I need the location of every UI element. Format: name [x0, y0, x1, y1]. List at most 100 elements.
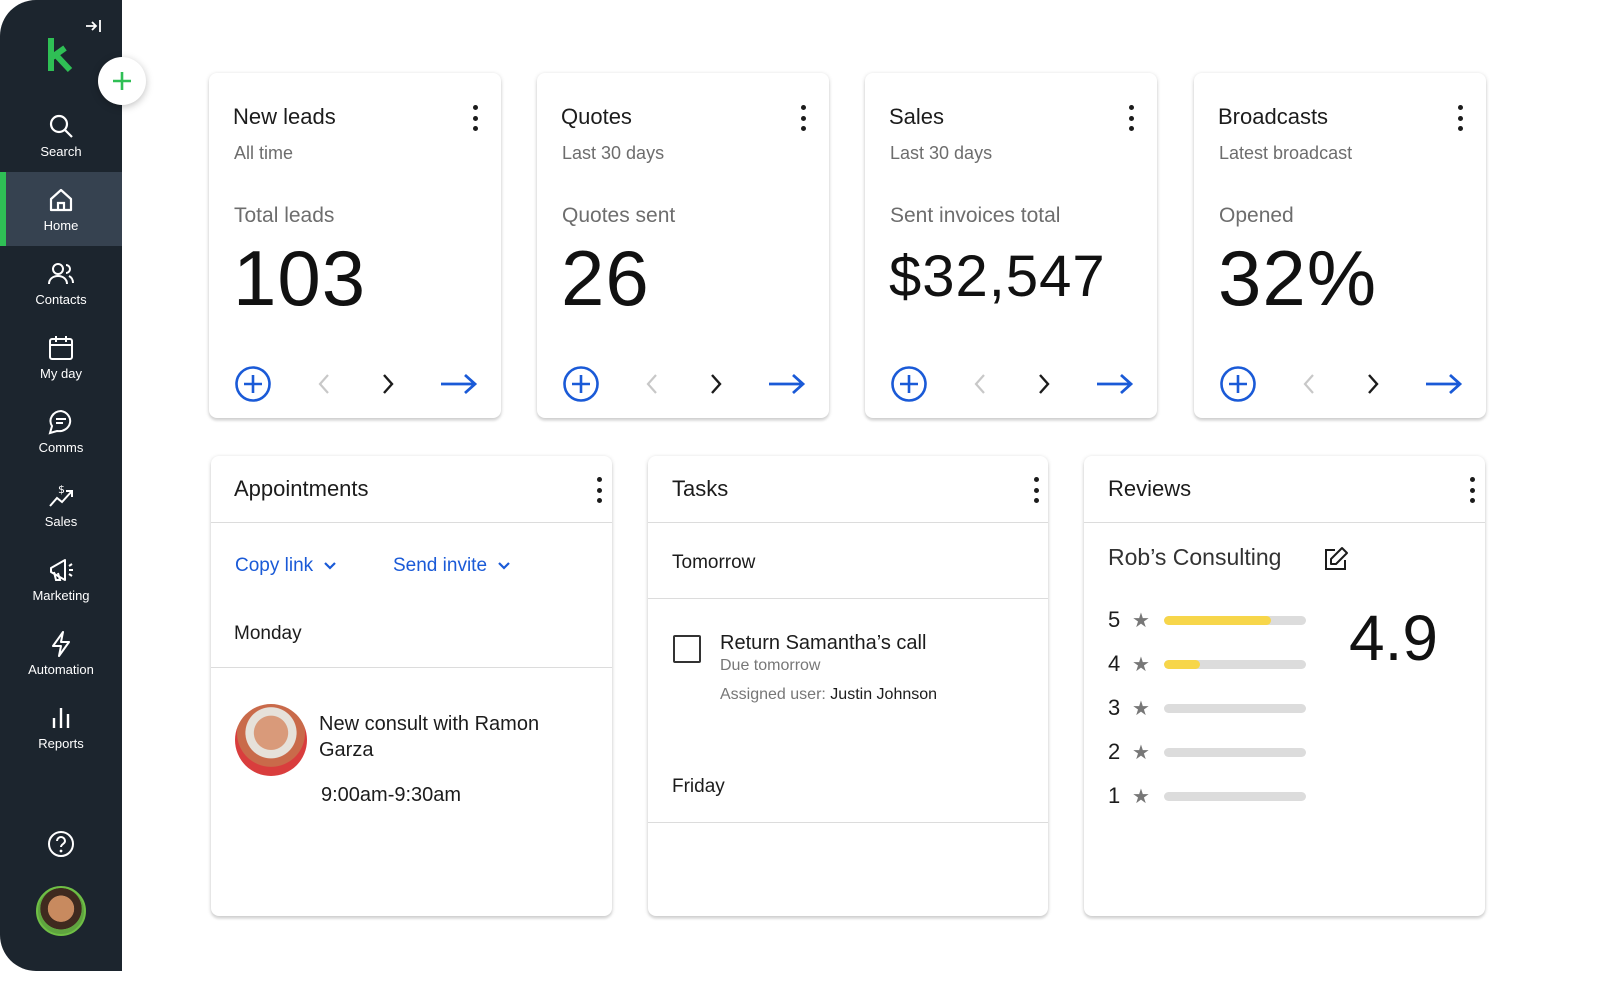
card-title: New leads [233, 104, 336, 129]
business-name: Rob’s Consulting [1108, 544, 1282, 570]
chevron-left-icon [646, 374, 657, 394]
broadcasts-card: Broadcasts Latest broadcast Opened 32% [1194, 73, 1486, 418]
plus-circle-icon [891, 366, 927, 402]
plus-icon [113, 72, 131, 90]
lightning-icon [52, 630, 70, 657]
task-due: Due tomorrow [720, 657, 821, 674]
more-menu-icon[interactable] [1032, 477, 1040, 503]
nav-label: Automation [28, 661, 94, 677]
rating-row: 5 ★ [1108, 607, 1306, 632]
nav-search[interactable]: Search [0, 98, 122, 172]
chevron-left-icon [974, 374, 985, 394]
copy-link-button[interactable]: Copy link [235, 555, 337, 577]
nav-label: Marketing [32, 587, 90, 603]
more-menu-icon[interactable] [471, 105, 479, 131]
quotes-card: Quotes Last 30 days Quotes sent 26 [537, 73, 829, 418]
metric-label: Opened [1219, 204, 1294, 227]
next-button[interactable] [696, 364, 736, 404]
arrow-right-icon [1097, 373, 1134, 395]
go-to-button[interactable] [438, 364, 480, 404]
task-checkbox[interactable] [673, 635, 701, 663]
next-button[interactable] [1353, 364, 1393, 404]
more-menu-icon[interactable] [1127, 105, 1135, 131]
metric-value: 26 [561, 234, 650, 322]
nav-marketing[interactable]: Marketing [0, 542, 122, 616]
brand-logo [48, 38, 73, 73]
appointment-title[interactable]: New consult with Ramon Garza [319, 713, 540, 761]
star-icon: ★ [1132, 697, 1150, 720]
collapse-sidebar-icon[interactable] [84, 16, 104, 36]
go-to-button[interactable] [766, 364, 808, 404]
chevron-down-icon [324, 562, 336, 570]
contacts-icon [48, 262, 74, 284]
divider [648, 522, 1048, 523]
go-to-button[interactable] [1423, 364, 1465, 404]
previous-button[interactable] [1289, 364, 1329, 404]
rating-row: 1 ★ [1108, 783, 1306, 808]
plus-circle-icon [563, 366, 599, 402]
arrow-right-icon [769, 373, 806, 395]
rating-bar-fill [1164, 659, 1200, 669]
assignee-name: Justin Johnson [830, 686, 938, 703]
add-button[interactable] [889, 364, 929, 404]
nav-reports[interactable]: Reports [0, 690, 122, 764]
assignee-prefix: Assigned user: [720, 686, 826, 703]
previous-button[interactable] [632, 364, 672, 404]
card-title: Appointments [234, 476, 369, 501]
send-invite-label: Send invite [393, 555, 488, 576]
metric-label: Total leads [234, 204, 335, 227]
send-invite-button[interactable]: Send invite [393, 555, 511, 577]
chevron-left-icon [318, 374, 329, 394]
rating-row: 3 ★ [1108, 695, 1306, 720]
previous-button[interactable] [304, 364, 344, 404]
nav-contacts[interactable]: Contacts [0, 246, 122, 320]
more-menu-icon[interactable] [799, 105, 807, 131]
divider [1084, 522, 1485, 523]
nav-label: Search [40, 143, 82, 159]
day-label: Monday [234, 623, 302, 644]
metric-value: 32% [1218, 234, 1378, 322]
add-button[interactable] [561, 364, 601, 404]
divider [648, 822, 1048, 823]
rating-bar-fill [1164, 615, 1271, 625]
rating-row: 4 ★ [1108, 651, 1306, 676]
divider [211, 667, 612, 668]
nav-comms[interactable]: Comms [0, 394, 122, 468]
rating-bar [1164, 615, 1306, 625]
add-button[interactable] [1218, 364, 1258, 404]
nav-automation[interactable]: Automation [0, 616, 122, 690]
card-title: Quotes [561, 104, 632, 129]
new-leads-card: New leads All time Total leads 103 [209, 73, 501, 418]
add-button[interactable] [233, 364, 273, 404]
card-subtitle: Last 30 days [562, 143, 665, 163]
user-avatar[interactable] [36, 886, 86, 936]
next-button[interactable] [1024, 364, 1064, 404]
nav-home[interactable]: Home [0, 172, 122, 246]
edit-icon[interactable] [1322, 545, 1350, 573]
more-menu-icon[interactable] [1456, 105, 1464, 131]
add-button[interactable] [98, 57, 146, 105]
chevron-right-icon [383, 374, 394, 394]
card-title: Broadcasts [1218, 104, 1329, 129]
tasks-card: Tasks Tomorrow Return Samantha’s call Du… [648, 456, 1048, 916]
more-menu-icon[interactable] [1468, 477, 1476, 503]
metric-value: 103 [233, 234, 367, 322]
sales-icon: $ [49, 483, 73, 507]
rating-bar [1164, 791, 1306, 801]
next-button[interactable] [368, 364, 408, 404]
more-menu-icon[interactable] [595, 477, 603, 503]
rating-stars-count: 3 [1108, 695, 1121, 720]
rating-stars-count: 5 [1108, 607, 1121, 632]
go-to-button[interactable] [1094, 364, 1136, 404]
rating-bar [1164, 659, 1306, 669]
help-icon[interactable] [46, 829, 76, 859]
chat-icon [48, 409, 72, 434]
appointment-time: 9:00am-9:30am [321, 784, 462, 806]
chevron-right-icon [711, 374, 722, 394]
previous-button[interactable] [960, 364, 1000, 404]
appointments-card: Appointments Copy link Send invite Monda… [211, 456, 612, 916]
nav-my-day[interactable]: My day [0, 320, 122, 394]
reviews-card: Reviews Rob’s Consulting 5 ★ 4 ★ 3 ★ 2 ★… [1084, 456, 1485, 916]
task-title[interactable]: Return Samantha’s call [720, 632, 927, 654]
nav-sales[interactable]: $ Sales [0, 468, 122, 542]
